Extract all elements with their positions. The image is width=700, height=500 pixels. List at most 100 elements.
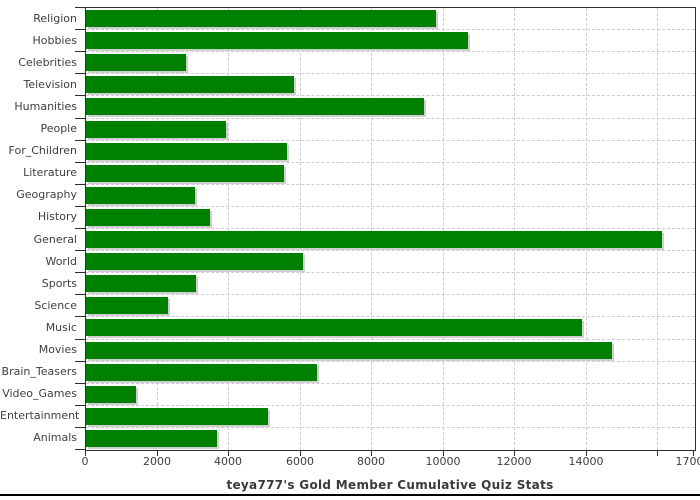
y-axis-tick (75, 228, 85, 229)
bar-humanities (86, 98, 424, 115)
horizontal-gridline (86, 29, 695, 30)
x-tick-label-2000: 2000 (143, 455, 171, 468)
x-axis-tick (693, 450, 694, 456)
vertical-gridline (514, 8, 515, 450)
vertical-gridline (443, 8, 444, 450)
x-axis-tick (586, 450, 587, 456)
category-label-movies: Movies (38, 343, 77, 356)
x-axis-tick (228, 450, 229, 456)
horizontal-gridline (86, 405, 695, 406)
bar-sports (86, 275, 196, 292)
vertical-gridline (300, 8, 301, 450)
horizontal-gridline (86, 162, 695, 163)
y-axis-tick (75, 206, 85, 207)
bar-hobbies (86, 32, 468, 49)
bar-animals (86, 430, 217, 447)
category-label-humanities: Humanities (14, 100, 77, 113)
category-label-animals: Animals (33, 431, 77, 444)
horizontal-gridline (86, 316, 695, 317)
category-label-music: Music (45, 321, 77, 334)
y-axis-tick (75, 29, 85, 30)
x-tick-label-17000: 17000 (675, 455, 700, 468)
bar-general (86, 231, 662, 248)
chart-title: teya777's Gold Member Cumulative Quiz St… (226, 478, 554, 492)
horizontal-gridline (86, 361, 695, 362)
bottom-border-line (0, 494, 700, 496)
y-axis-tick (75, 51, 85, 52)
category-label-people: People (40, 122, 77, 135)
bar-geography (86, 187, 195, 204)
y-axis-tick (75, 250, 85, 251)
horizontal-gridline (86, 118, 695, 119)
category-label-geography: Geography (16, 188, 77, 201)
bar-video_games (86, 386, 136, 403)
vertical-gridline (157, 8, 158, 450)
plot-area (85, 7, 696, 451)
horizontal-gridline (86, 51, 695, 52)
category-label-entertainment: Entertainment (0, 409, 80, 422)
y-axis-tick (75, 339, 85, 340)
horizontal-gridline (86, 294, 695, 295)
horizontal-gridline (86, 140, 695, 141)
vertical-gridline (586, 8, 587, 450)
y-axis-tick (75, 118, 85, 119)
y-axis-tick (75, 449, 85, 450)
x-tick-label-10000: 10000 (425, 455, 461, 468)
bar-literature (86, 165, 284, 182)
y-axis-tick (75, 162, 85, 163)
x-axis-tick (657, 450, 658, 456)
vertical-gridline (657, 8, 658, 450)
x-axis-tick (371, 450, 372, 456)
horizontal-gridline (86, 228, 695, 229)
y-axis-tick (75, 272, 85, 273)
category-label-history: History (37, 210, 77, 223)
bar-history (86, 209, 210, 226)
category-label-science: Science (34, 299, 77, 312)
y-axis-tick (75, 73, 85, 74)
x-axis-tick (85, 450, 86, 456)
x-axis-tick (443, 450, 444, 456)
category-label-world: World (45, 255, 77, 268)
horizontal-gridline (86, 95, 695, 96)
category-label-religion: Religion (33, 12, 77, 25)
horizontal-gridline (86, 339, 695, 340)
bar-brain_teasers (86, 364, 317, 381)
bar-movies (86, 342, 612, 359)
category-label-television: Television (23, 78, 78, 91)
horizontal-gridline (86, 184, 695, 185)
category-label-for_children: For_Children (8, 144, 77, 157)
horizontal-gridline (86, 383, 695, 384)
horizontal-gridline (86, 73, 695, 74)
x-tick-label-4000: 4000 (214, 455, 242, 468)
x-tick-label-8000: 8000 (357, 455, 385, 468)
bar-science (86, 297, 168, 314)
bar-television (86, 76, 294, 93)
x-axis-tick (514, 450, 515, 456)
bar-people (86, 121, 226, 138)
bar-music (86, 319, 582, 336)
category-label-general: General (33, 233, 77, 246)
y-axis-tick (75, 140, 85, 141)
category-label-sports: Sports (41, 277, 77, 290)
vertical-gridline (371, 8, 372, 450)
category-label-hobbies: Hobbies (32, 34, 77, 47)
category-label-brain_teasers: Brain_Teasers (1, 365, 77, 378)
category-label-literature: Literature (23, 166, 77, 179)
horizontal-gridline (86, 250, 695, 251)
category-label-video_games: Video_Games (2, 387, 77, 400)
x-tick-label-6000: 6000 (286, 455, 314, 468)
y-axis-tick (75, 427, 85, 428)
y-axis-tick (75, 405, 85, 406)
x-axis-tick (300, 450, 301, 456)
bar-religion (86, 10, 436, 27)
x-tick-label-14000: 14000 (568, 455, 604, 468)
x-axis-tick (157, 450, 158, 456)
y-axis-tick (75, 184, 85, 185)
x-tick-label-12000: 12000 (496, 455, 532, 468)
bar-celebrities (86, 54, 186, 71)
y-axis-tick (75, 95, 85, 96)
vertical-gridline (228, 8, 229, 450)
bar-for_children (86, 143, 287, 160)
bar-world (86, 253, 303, 270)
category-label-celebrities: Celebrities (18, 56, 77, 69)
